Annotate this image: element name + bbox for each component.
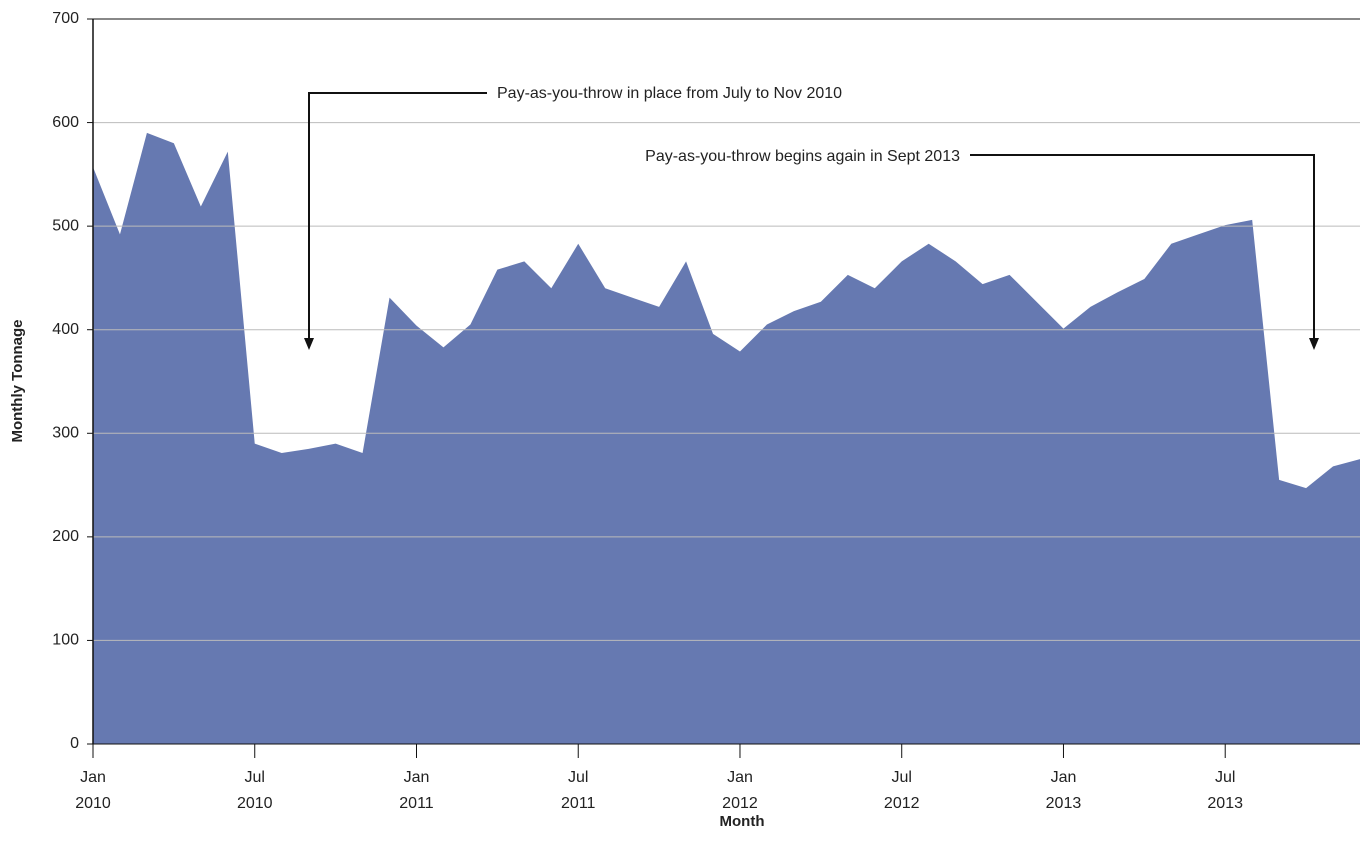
y-tick-label: 700 [52,10,79,27]
x-axis-title: Month [720,813,765,830]
arrow-head [1309,338,1319,350]
annotation-arrow [308,92,487,340]
x-tick-label: 2013 [1207,795,1243,812]
y-axis-title: Monthly Tonnage [9,319,26,442]
annotation: Pay-as-you-throw in place from July to N… [497,85,842,102]
x-tick-label: Jan [1051,769,1077,786]
x-tick-label: Jul [891,769,911,786]
y-tick-label: 300 [52,425,79,442]
x-tick-label: 2011 [399,795,434,812]
y-tick-label: 100 [52,632,79,649]
plot-area: 0 100 200 300 400 500 600 700 Jan 2010 Jul 2010 Jan 2… [52,10,1360,812]
x-tick-label: Jul [245,769,265,786]
y-tick-label: 500 [52,217,79,234]
x-tick-label: Jul [568,769,588,786]
x-tick-label: Jan [727,769,753,786]
x-tick-label: 2012 [884,795,920,812]
x-tick-label: 2010 [75,795,111,812]
x-tick-label: 2012 [722,795,758,812]
y-tick-label: 0 [70,735,79,752]
x-tick-label: 2013 [1046,795,1082,812]
annotation: Pay-as-you-throw begins again in Sept 20… [645,148,960,165]
area [93,132,1360,744]
x-tick-label: Jan [80,769,106,786]
x-tick-label: 2010 [237,795,273,812]
arrow-head [304,338,314,350]
y-tick-label: 200 [52,528,79,545]
x-tick-label: Jul [1215,769,1235,786]
y-tick-label: 600 [52,114,79,131]
annotation-arrow [970,154,1315,340]
x-tick-label: Jan [404,769,430,786]
x-tick-label: 2011 [561,795,596,812]
y-tick-label: 400 [52,321,79,338]
